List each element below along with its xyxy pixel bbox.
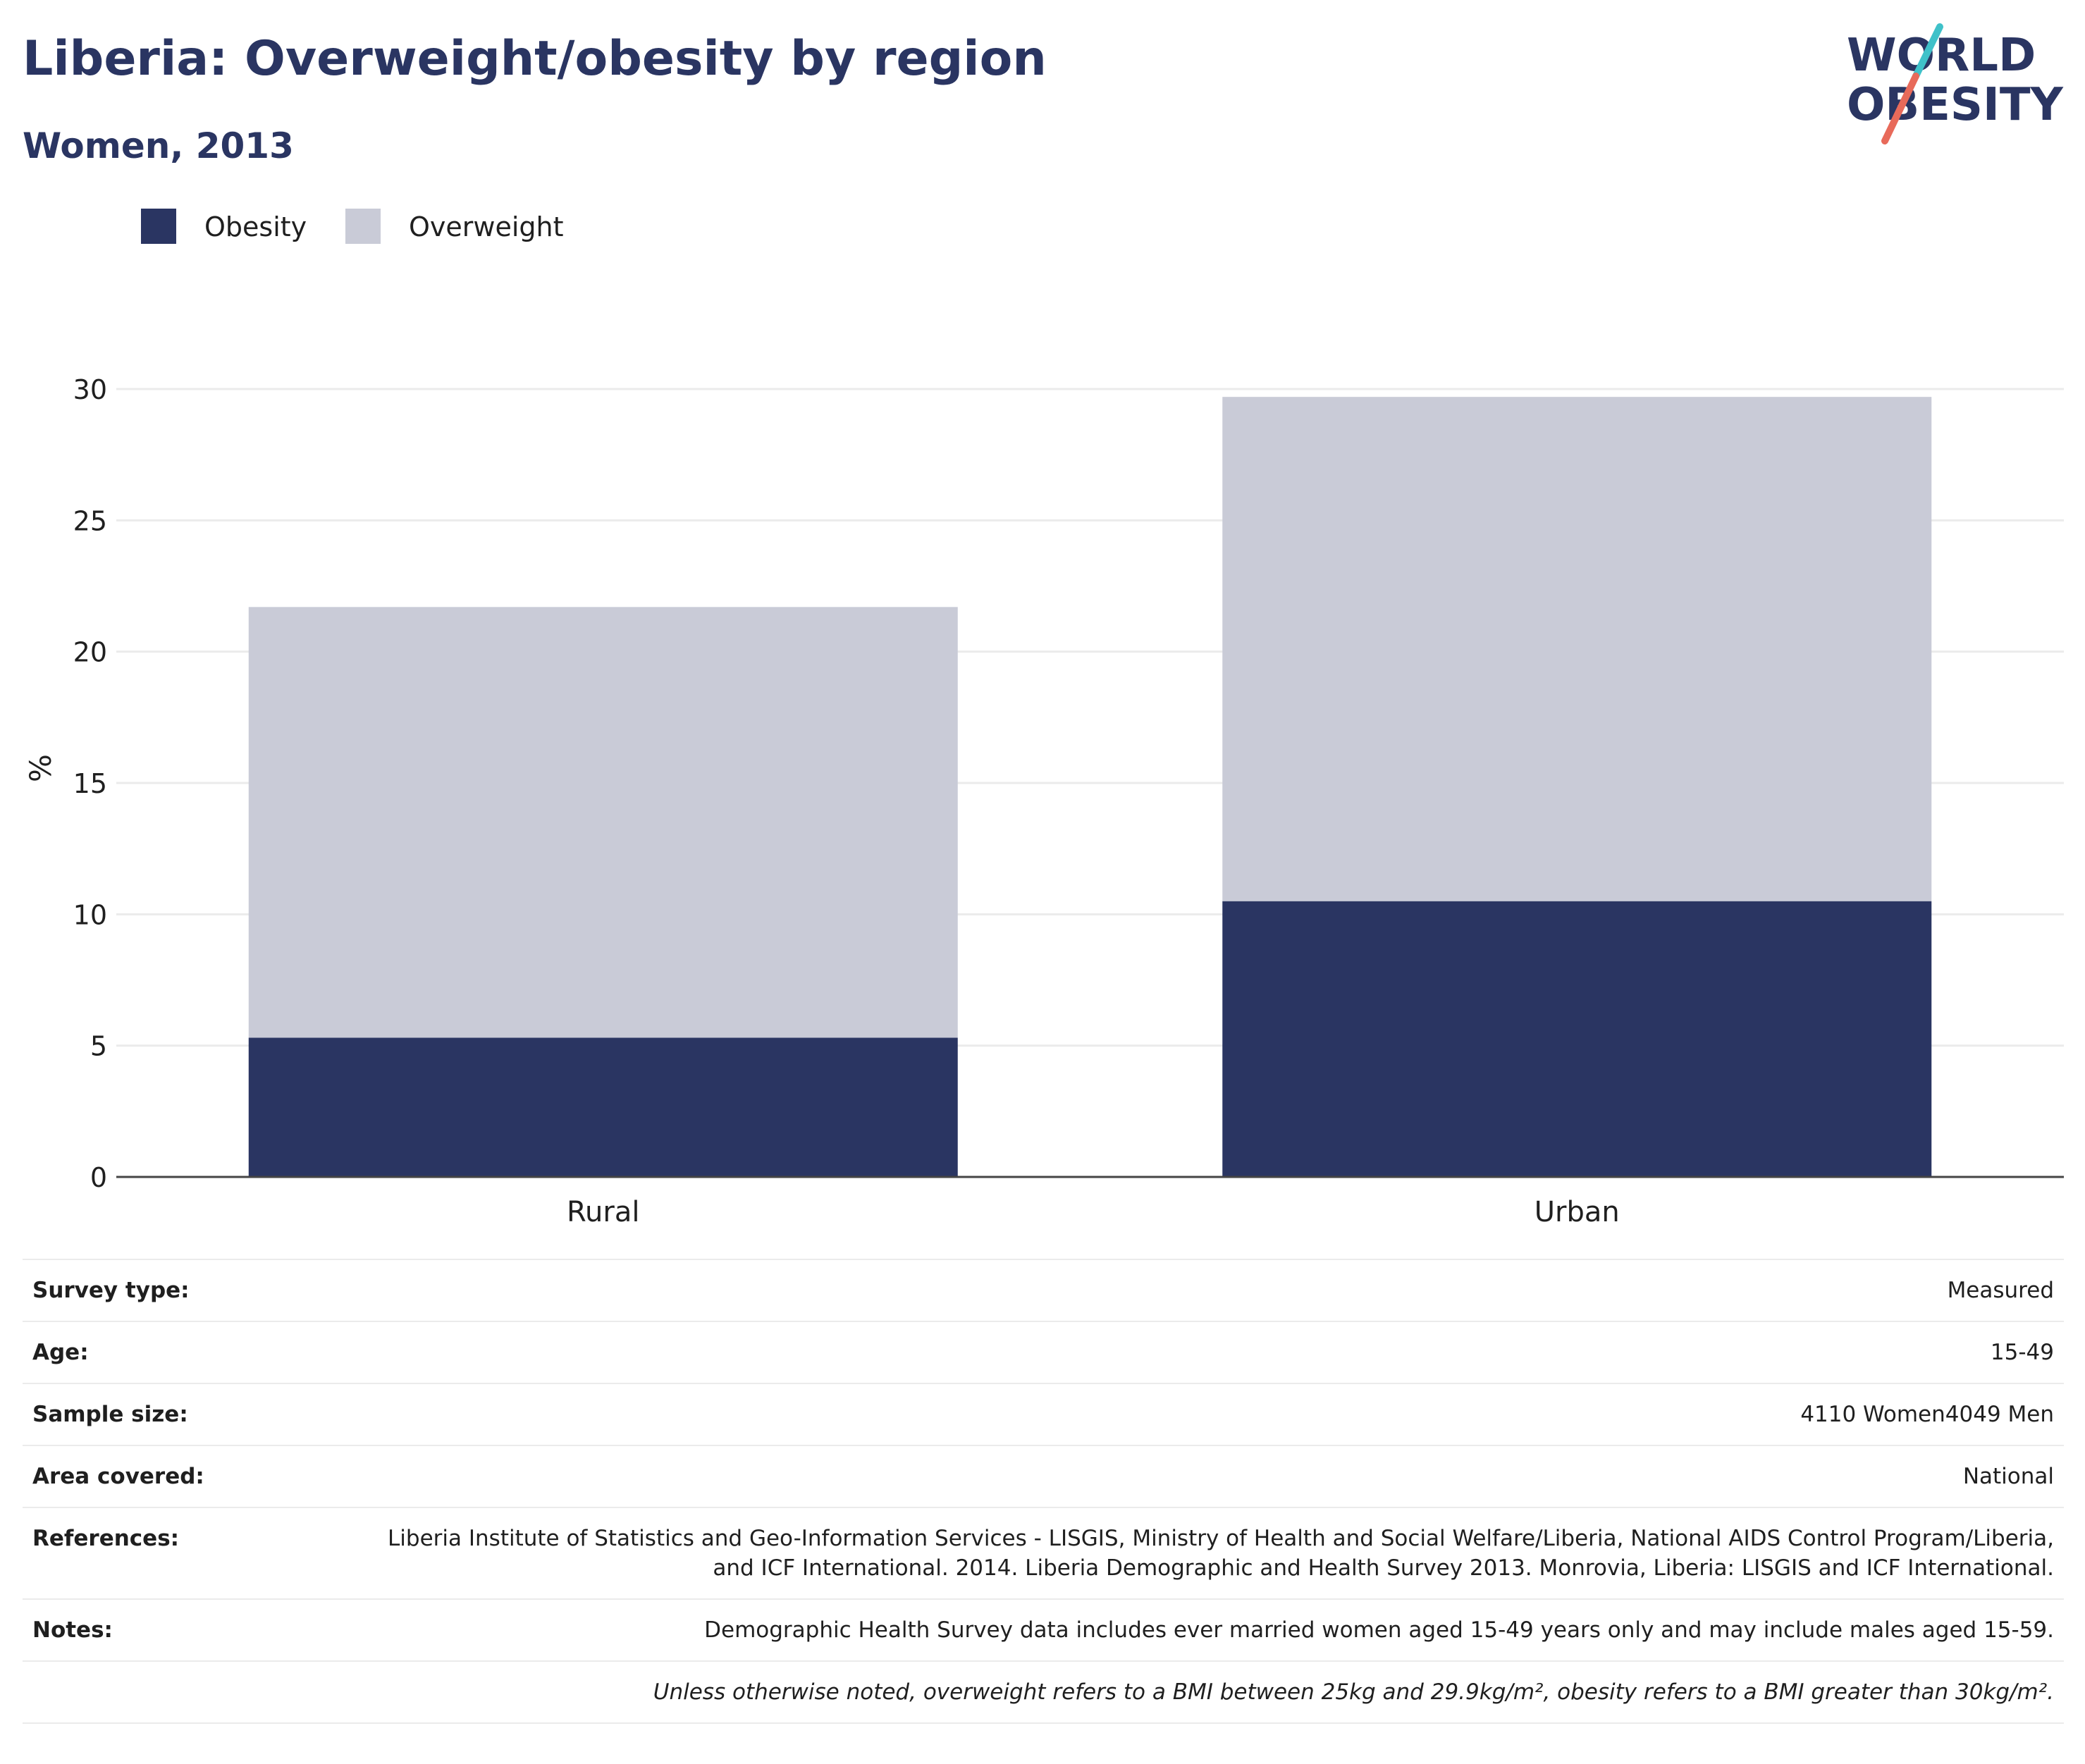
logo-slash-teal: [1912, 23, 1943, 80]
metadata-row: Sample size: 4110 Women4049 Men: [23, 1383, 2064, 1445]
x-tick-label: Rural: [567, 1196, 639, 1226]
bar-overweight-urban: [1222, 397, 1932, 901]
x-tick-label: Urban: [1534, 1196, 1620, 1226]
bar-chart: 0 5 10 15 20 25 30% Rural Urban: [23, 374, 2064, 1226]
y-tick-label: 25: [73, 505, 107, 536]
metadata-value: Measured: [338, 1259, 2064, 1321]
y-tick-label: 10: [73, 899, 107, 930]
bar-overweight-rural: [248, 607, 958, 1038]
y-tick-label: 15: [73, 768, 107, 799]
metadata-row: Notes: Demographic Health Survey data inc…: [23, 1598, 2064, 1661]
footnote: Unless otherwise noted, overweight refer…: [23, 1660, 2064, 1724]
y-tick-label: 5: [90, 1031, 107, 1062]
metadata-value: Demographic Health Survey data includes …: [338, 1598, 2064, 1661]
metadata-value: 15-49: [338, 1321, 2064, 1383]
metadata-row: Area covered: National: [23, 1445, 2064, 1507]
page-subtitle: Women, 2013: [23, 125, 294, 166]
page-title: Liberia: Overweight/obesity by region: [23, 31, 1047, 87]
metadata-key: References:: [23, 1507, 338, 1599]
logo-text-world: WORLD: [1847, 30, 2036, 82]
metadata-row: Age: 15-49: [23, 1321, 2064, 1383]
metadata-key: Sample size:: [23, 1383, 338, 1445]
logo-text-obesity: OBESITY: [1847, 79, 2063, 131]
metadata-row: Survey type: Measured: [23, 1259, 2064, 1321]
y-axis-label: %: [23, 754, 58, 782]
bar-obesity-rural: [248, 1037, 958, 1177]
survey-metadata-table: Survey type: Measured Age: 15-49 Sample size…: [23, 1259, 2064, 1724]
metadata-value: 4110 Women4049 Men: [338, 1383, 2064, 1445]
legend-label: Overweight: [409, 211, 564, 242]
y-tick-label: 20: [73, 637, 107, 668]
world-obesity-logo: WORLD OBESITY: [1847, 23, 2063, 144]
y-tick-label: 0: [90, 1162, 107, 1193]
metadata-key: Age:: [23, 1321, 338, 1383]
metadata-key: Notes:: [23, 1598, 338, 1661]
metadata-row: References: Liberia Institute of Statisti…: [23, 1507, 2064, 1599]
metadata-value: Liberia Institute of Statistics and Geo-…: [338, 1507, 2064, 1599]
footnote-row: Unless otherwise noted, overweight refer…: [23, 1660, 2064, 1724]
metadata-key: Survey type:: [23, 1259, 338, 1321]
legend-label: Obesity: [204, 211, 307, 242]
metadata-value: National: [338, 1445, 2064, 1507]
logo-slash-coral: [1881, 73, 1919, 144]
y-tick-label: 30: [73, 374, 107, 405]
metadata-key: Area covered:: [23, 1445, 338, 1507]
legend-swatch: [141, 209, 176, 244]
bar-obesity-urban: [1222, 901, 1932, 1177]
legend-swatch: [345, 209, 381, 244]
